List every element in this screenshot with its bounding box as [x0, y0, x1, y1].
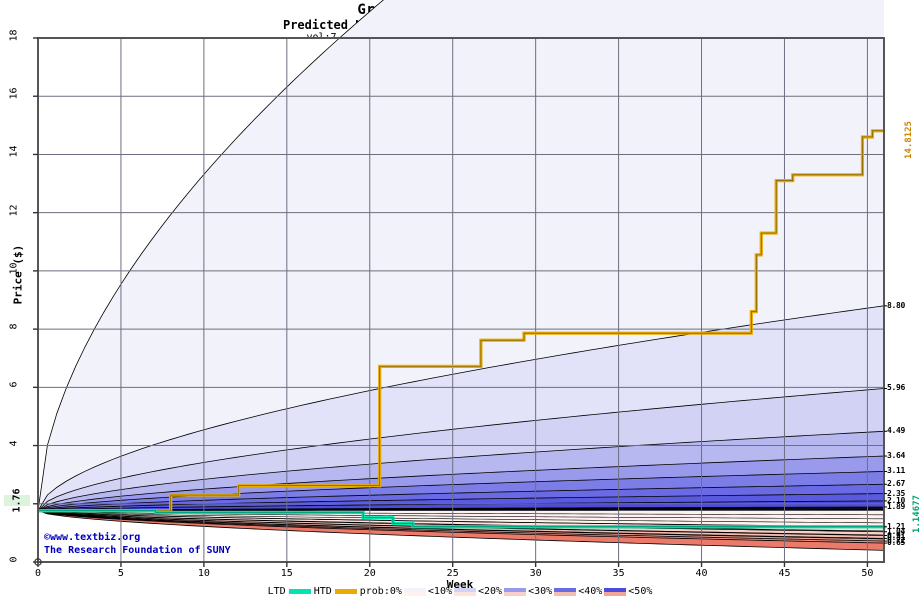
high-to-date-end-label: 14.8125: [903, 120, 914, 159]
x-tick-label: 15: [280, 568, 293, 579]
hairline-dn-3: [37, 510, 885, 524]
boundary-line-15: [37, 510, 885, 544]
boundary-line-7: [37, 493, 885, 512]
legend-ltd-label: LTD: [267, 586, 286, 597]
watermark-org: The Research Foundation of SUNY: [44, 545, 231, 556]
band-upper-2: [38, 388, 884, 511]
band-boundaries: [37, 0, 885, 551]
right-value-label: 1.89: [887, 501, 906, 511]
start-price-label: 1.76: [4, 488, 31, 512]
legend-band-swatch: [604, 587, 627, 596]
band-upper-3: [38, 431, 884, 511]
right-value-label: 2.35: [887, 488, 906, 498]
origin-marker: [34, 558, 42, 566]
legend-band-label: <30%: [528, 586, 553, 597]
series-outline-ltd: [38, 510, 885, 529]
boundary-line-16: [37, 510, 885, 551]
boundary-line-6: [37, 483, 885, 512]
legend-band-swatch: [554, 587, 577, 596]
data-series: [38, 129, 886, 529]
right-value-label: 5.96: [887, 383, 906, 393]
x-tick-label: 25: [446, 568, 459, 579]
band-upper-1: [38, 305, 884, 511]
legend-band-label: <20%: [478, 586, 503, 597]
band-upper-7: [38, 493, 884, 511]
series-outline-htd: [38, 130, 884, 512]
probability-bands: [38, 0, 884, 551]
right-value-label: 1.04: [887, 526, 906, 536]
x-tick-label: 30: [529, 568, 542, 579]
right-value-label: 8.80: [887, 300, 906, 310]
right-value-label: 3.11: [887, 466, 906, 476]
right-value-label: 0.65: [887, 538, 906, 548]
axis-frame: [33, 37, 885, 567]
boundary-line-14: [37, 510, 885, 542]
boundary-line-0: [37, 0, 384, 511]
band-lower-core: [38, 510, 884, 551]
x-tick-label: 5: [117, 568, 124, 579]
band-upper-4: [38, 456, 884, 511]
band-upper-5: [38, 471, 884, 511]
hairline-up-7: [37, 507, 885, 512]
boundary-line-4: [37, 455, 885, 512]
x-tick-label: 45: [778, 568, 791, 579]
right-value-label: 1.21: [887, 521, 906, 531]
low-to-date-end-label: 1.14677: [911, 494, 920, 533]
legend-prob-label: prob:0%: [359, 586, 402, 597]
band-lower-3: [38, 510, 884, 539]
right-value-label: 0.72: [887, 536, 906, 546]
x-tick-label: 10: [197, 568, 210, 579]
right-value-label: 2.67: [887, 479, 906, 489]
band-lower-5: [38, 510, 884, 544]
boundary-line-3: [37, 430, 885, 512]
plot-border: [37, 37, 885, 563]
boundary-line-2: [37, 388, 885, 512]
legend-band-label: <10%: [427, 586, 452, 597]
x-tick-label: 0: [34, 568, 42, 579]
right-value-label: 0.81: [887, 533, 906, 543]
legend-band-swatch: [504, 587, 527, 596]
watermark-site: ©www.textbiz.org: [44, 532, 141, 543]
right-value-label: 4.49: [887, 426, 906, 436]
right-value-label: 3.64: [887, 451, 906, 461]
hairline-dn-7: [37, 510, 885, 540]
x-tick-label: 20: [363, 568, 376, 579]
x-tick-label: 40: [695, 568, 708, 579]
hairline-dn-5: [37, 510, 885, 532]
legend-ltd-swatch: [288, 589, 311, 594]
band-lower-2: [38, 510, 884, 536]
band-upper-0: [38, 0, 884, 511]
band-lower-4: [38, 510, 884, 542]
legend-band-label: <40%: [578, 586, 603, 597]
chart-legend: LTD HTD prob:0% <10% <20% <30% <40% <50%: [0, 586, 920, 598]
legend-htd-swatch: [334, 589, 357, 594]
right-value-label: 0.91: [887, 530, 906, 540]
band-upper-6: [38, 484, 884, 511]
x-tick-label: 50: [861, 568, 874, 579]
right-value-label: 2.10: [887, 495, 906, 505]
boundary-line-1: [37, 305, 885, 511]
grid-lines: [38, 38, 884, 562]
legend-band-label: <50%: [628, 586, 653, 597]
legend-band-swatch: [403, 587, 426, 596]
x-tick-label: 35: [612, 568, 625, 579]
legend-band-swatch: [454, 587, 476, 596]
legend-htd-label: HTD: [313, 586, 332, 597]
